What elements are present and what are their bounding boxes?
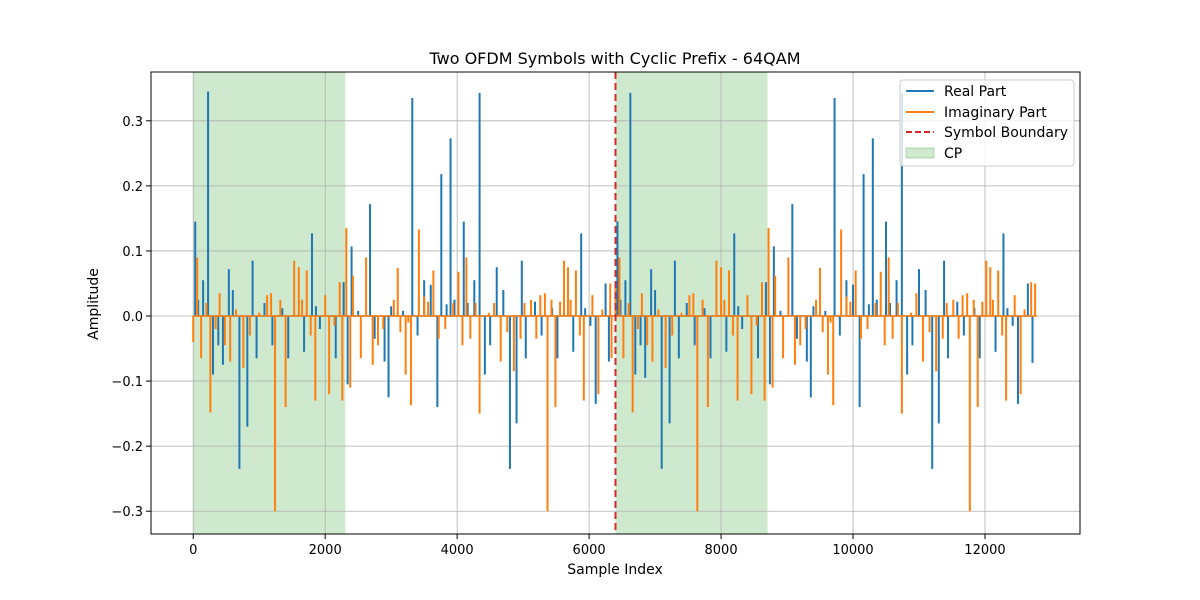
y-tick-label: 0.3 (122, 115, 143, 130)
y-tick-label: −0.3 (111, 505, 143, 520)
y-tick-label: 0.0 (122, 310, 143, 325)
legend-cp-label: CP (944, 146, 962, 162)
y-tick-label: −0.1 (111, 375, 143, 390)
legend-symbol-boundary-label: Symbol Boundary (944, 125, 1068, 141)
cp-region (193, 72, 346, 534)
x-tick-label: 2000 (309, 543, 342, 558)
chart-title: Two OFDM Symbols with Cyclic Prefix - 64… (429, 49, 801, 68)
y-tick-label: 0.1 (122, 245, 143, 260)
x-tick-label: 8000 (705, 543, 738, 558)
legend-real-part-label: Real Part (944, 84, 1007, 100)
y-axis-label: Amplitude (86, 268, 102, 340)
x-tick-label: 6000 (573, 543, 606, 558)
x-tick-label: 10000 (832, 543, 873, 558)
legend-cp-swatch (905, 147, 935, 159)
y-tick-label: 0.2 (122, 180, 143, 195)
x-axis-label: Sample Index (567, 562, 662, 578)
cp-region (615, 72, 768, 534)
legend: Real Part Imaginary Part Symbol Boundary CP (899, 79, 1075, 167)
legend-imaginary-part-label: Imaginary Part (944, 105, 1047, 121)
y-tick-label: −0.2 (111, 440, 143, 455)
x-tick-label: 0 (189, 543, 197, 558)
axes-frame (150, 71, 1081, 535)
x-tick-label: 12000 (964, 543, 1005, 558)
legend-box (899, 79, 1075, 167)
x-tick-label: 4000 (441, 543, 474, 558)
